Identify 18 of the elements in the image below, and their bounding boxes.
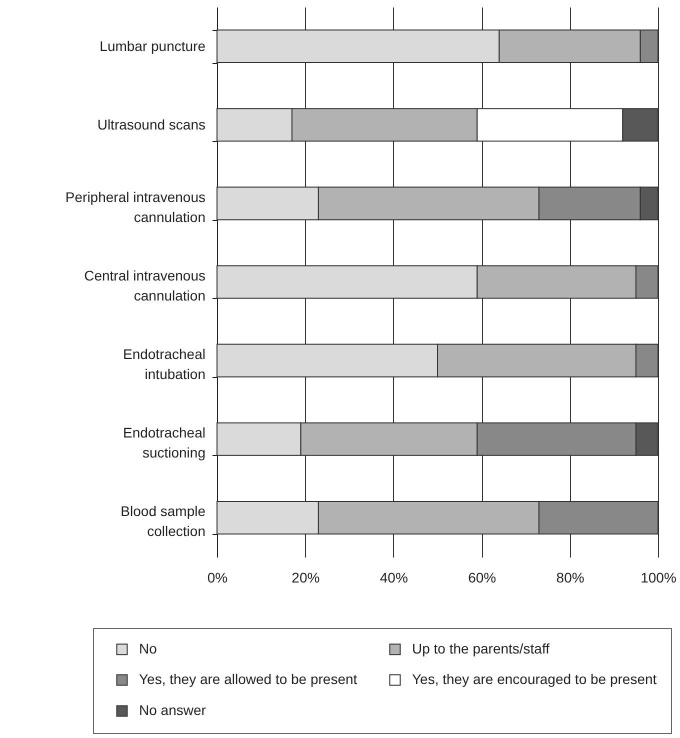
y-tick-label: Endotracheal intubation xyxy=(122,346,206,382)
y-tick-label: Lumbar puncture xyxy=(100,38,206,54)
legend-label: No xyxy=(139,640,158,656)
legend-label: Yes, they are encouraged to be present xyxy=(412,671,657,687)
x-tick-label: 0% xyxy=(207,570,228,586)
x-tick-label: 20% xyxy=(292,570,320,586)
y-tick-label: Peripheral intravenous cannulation xyxy=(65,188,206,225)
x-tick-label: 40% xyxy=(380,570,408,586)
y-tick-label: Ultrasound scans xyxy=(97,116,206,132)
y-tick-label: Central intravenous cannulation xyxy=(84,268,206,304)
legend-label: No answer xyxy=(139,702,206,718)
x-tick-label: 60% xyxy=(468,570,496,586)
x-tick-label: 100% xyxy=(640,570,676,586)
x-tick-label: 80% xyxy=(556,570,584,586)
y-tick-label: Blood sample collection xyxy=(120,503,206,540)
legend-label: Up to the parents/staff xyxy=(412,640,550,656)
legend-label: Yes, they are allowed to be present xyxy=(139,671,358,687)
y-tick-label: Endotracheal suctioning xyxy=(122,424,206,461)
